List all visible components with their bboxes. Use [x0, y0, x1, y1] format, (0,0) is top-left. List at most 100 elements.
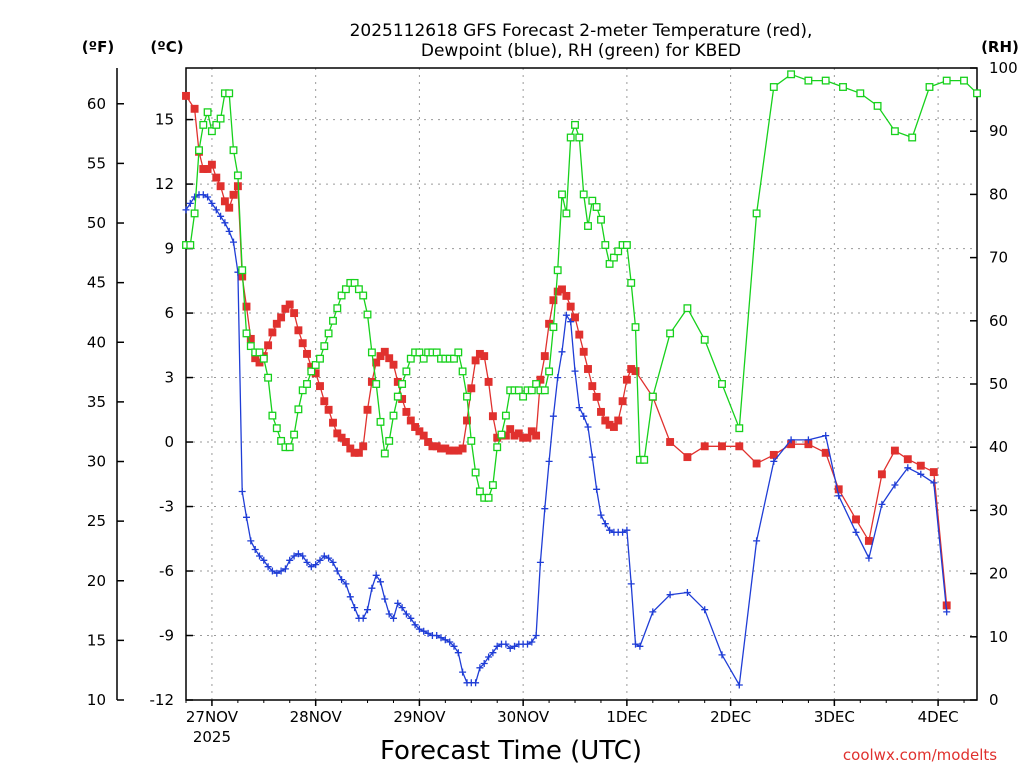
temperature-marker: [821, 448, 830, 457]
rh-marker: [497, 430, 506, 439]
rh-marker: [631, 323, 640, 332]
rh-tick-label: 90: [989, 122, 1008, 140]
rh-marker: [588, 196, 597, 205]
rh-marker: [372, 380, 381, 388]
dewpoint-marker: [402, 610, 410, 618]
dewpoint-marker: [601, 520, 609, 528]
temperature-marker: [203, 165, 212, 173]
dewpoint-marker: [891, 481, 899, 489]
dewpoint-marker: [437, 634, 445, 642]
dewpoint-marker: [528, 638, 536, 646]
rh-marker: [553, 266, 562, 275]
dewpoint-marker: [545, 457, 553, 465]
temperature-marker: [190, 104, 199, 113]
temperature-marker: [346, 444, 355, 453]
temperature-marker: [506, 425, 515, 434]
celsius-tick-label: 15: [155, 111, 174, 129]
rh-marker: [259, 354, 268, 363]
dewpoint-marker: [623, 526, 631, 534]
temperature-marker: [592, 392, 601, 401]
dewpoint-marker: [238, 488, 246, 495]
rh-marker: [272, 424, 281, 433]
temperature-marker: [242, 302, 251, 311]
rh-marker: [333, 304, 342, 313]
rh-marker: [246, 342, 255, 351]
rh-marker: [700, 335, 709, 344]
temperature-marker: [281, 304, 290, 313]
rh-marker: [402, 367, 411, 376]
dewpoint-marker: [390, 614, 397, 622]
dewpoint-marker: [571, 367, 579, 375]
rh-marker: [519, 392, 528, 401]
rh-marker: [484, 493, 493, 502]
temperature-marker: [631, 367, 640, 376]
temperature-marker: [303, 349, 311, 358]
temperature-marker: [480, 352, 489, 361]
temperature-marker: [488, 412, 497, 421]
temperature-marker: [268, 328, 277, 337]
dewpoint-marker: [342, 580, 350, 588]
dewpoint-marker: [407, 614, 415, 622]
dewpoint-marker: [787, 436, 795, 444]
dewpoint-marker: [588, 453, 596, 461]
plot-frame: [185, 67, 978, 701]
temperature-marker: [467, 384, 476, 393]
fahrenheit-tick-label: 20: [87, 572, 106, 590]
dewpoint-marker: [822, 432, 830, 440]
dewpoint-marker: [381, 595, 389, 603]
rh-marker: [609, 253, 618, 262]
rh-marker: [601, 241, 610, 249]
temperature-marker: [415, 427, 424, 436]
x-tick-label: 4DEC: [918, 708, 959, 726]
temperature-marker: [622, 375, 631, 384]
dewpoint-marker: [865, 554, 873, 562]
dewpoint-marker: [917, 470, 925, 478]
dewpoint-marker: [567, 318, 575, 326]
dewpoint-marker: [433, 632, 441, 639]
dewpoint-marker: [312, 561, 320, 569]
temperature-marker: [609, 423, 618, 431]
temperature-marker: [207, 160, 216, 169]
temperature-marker: [272, 319, 281, 328]
rh-marker: [908, 133, 917, 142]
rh-marker: [488, 481, 497, 490]
temperature-marker: [916, 461, 925, 470]
rh-tick-label: 20: [989, 565, 1008, 583]
dewpoint-marker: [268, 567, 276, 575]
celsius-tick-label: -12: [150, 691, 175, 709]
rh-marker: [242, 329, 251, 338]
dewpoint-marker: [251, 546, 259, 553]
temperature-marker: [579, 347, 588, 356]
dewpoint-marker: [199, 191, 207, 199]
temperature-marker: [389, 360, 398, 369]
temperature-marker: [527, 427, 536, 436]
temperature-marker: [700, 442, 709, 451]
celsius-tick-label: -3: [159, 498, 174, 516]
temperature-marker: [424, 438, 433, 446]
rh-marker: [605, 259, 614, 268]
temperature-marker: [523, 433, 532, 442]
dewpoint-marker: [346, 593, 354, 601]
dewpoint-marker: [454, 649, 462, 657]
temperature-marker: [597, 407, 605, 416]
dewpoint-marker: [277, 567, 285, 575]
dewpoint-marker: [558, 348, 566, 356]
dewpoint-marker: [394, 599, 402, 607]
rh-marker: [821, 76, 830, 85]
dewpoint-marker: [299, 552, 307, 560]
fahrenheit-tick-label: 15: [87, 631, 106, 649]
rh-marker: [190, 209, 199, 218]
rh-marker: [769, 83, 778, 91]
series-layer: [182, 70, 981, 689]
temperature-marker: [316, 382, 324, 391]
rh-marker: [718, 380, 726, 388]
rh-marker: [575, 133, 584, 142]
dewpoint-marker: [377, 578, 384, 586]
rh-marker: [856, 89, 865, 98]
rh-marker: [450, 354, 458, 363]
rh-marker: [925, 83, 934, 91]
temperature-marker: [575, 330, 584, 339]
rh-unit-label: (RH): [981, 38, 1019, 56]
dewpoint-marker: [450, 642, 458, 650]
dewpoint-marker: [619, 528, 627, 536]
